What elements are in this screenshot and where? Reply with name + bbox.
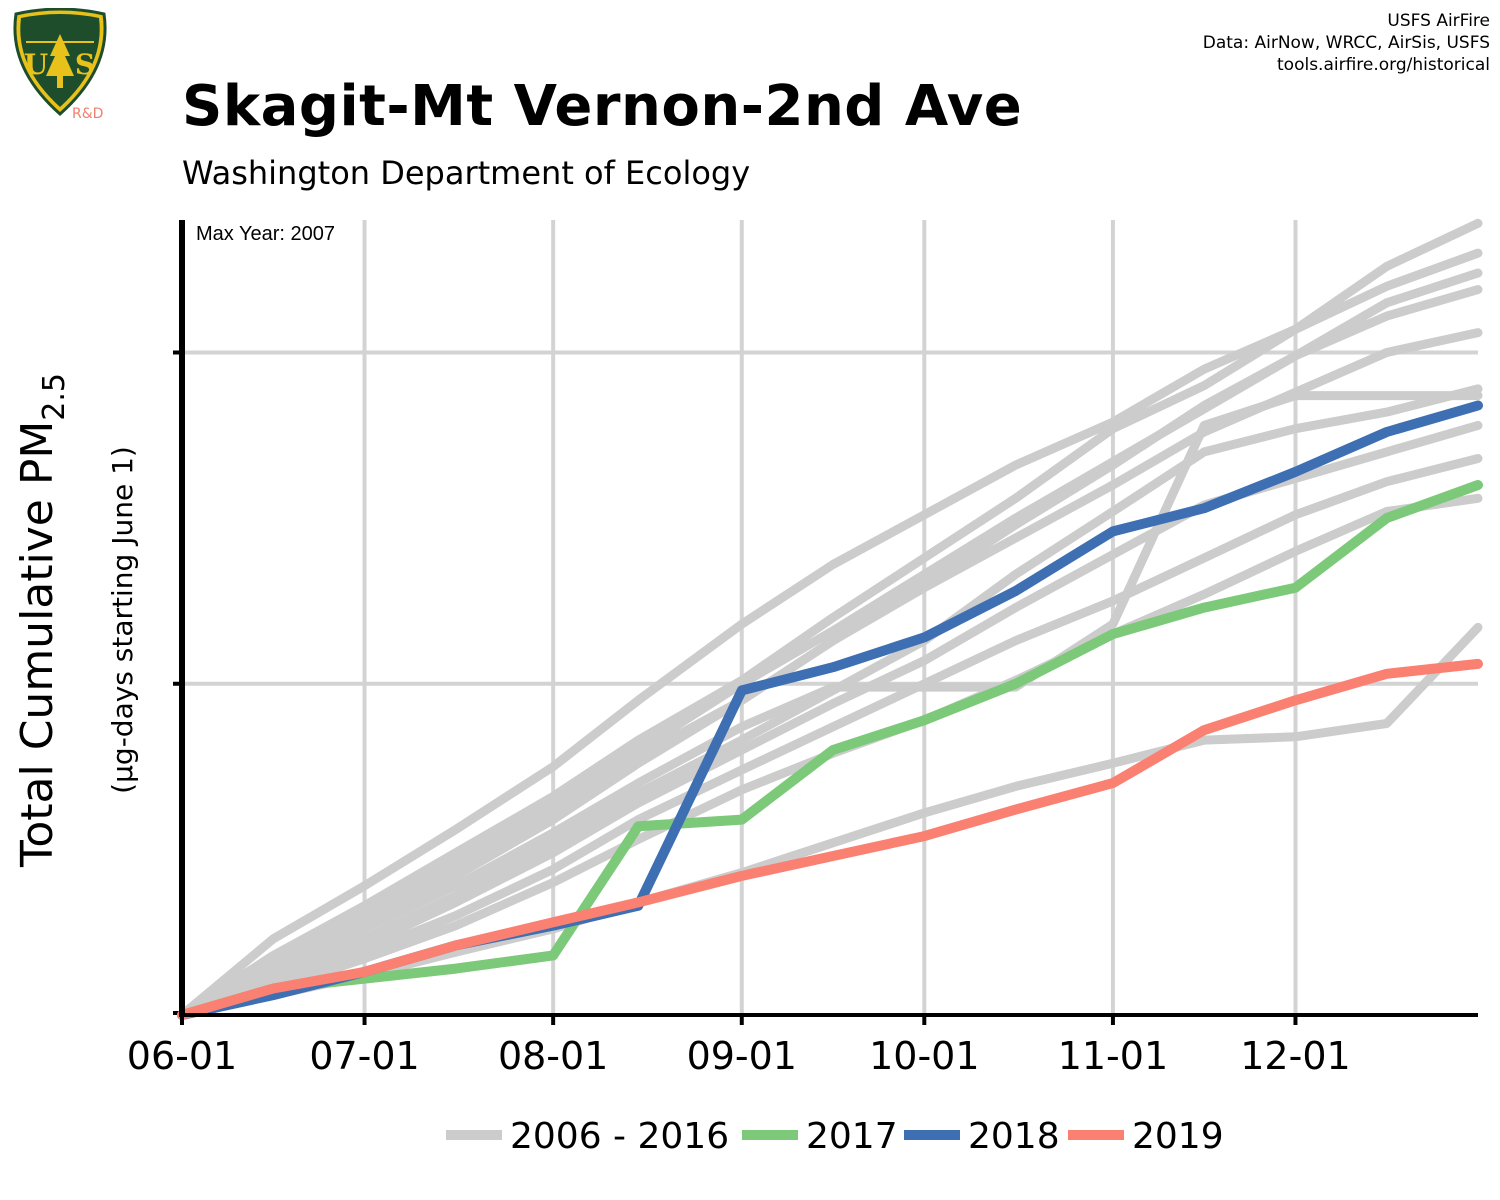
tree-icon xyxy=(46,34,74,88)
logo-tag: R&D xyxy=(72,106,103,120)
legend-label: 2017 xyxy=(806,1116,898,1157)
y-axis-label-subscript: 2.5 xyxy=(37,373,72,421)
y-axis-label: Total Cumulative PM2.5 xyxy=(12,373,72,868)
legend: 2006 - 2016 2017 2018 2019 xyxy=(446,1116,1224,1157)
series-line-2019 xyxy=(177,658,1483,1020)
x-tick-label: 08-01 xyxy=(498,1034,608,1078)
legend-label: 2019 xyxy=(1132,1116,1224,1157)
x-tick-label: 12-01 xyxy=(1240,1034,1350,1078)
legend-label: 2018 xyxy=(968,1116,1060,1157)
historical-series-line xyxy=(177,454,1483,1020)
x-tick-label: 10-01 xyxy=(869,1034,979,1078)
credit-line: Data: AirNow, WRCC, AirSis, USFS xyxy=(1202,33,1490,53)
historical-series-line xyxy=(177,384,1483,1020)
svg-text:S: S xyxy=(75,48,95,81)
axes xyxy=(179,220,1478,1017)
historical-lines xyxy=(177,218,1483,1020)
x-tick-label: 09-01 xyxy=(687,1034,797,1078)
max-year-annotation: Max Year: 2007 xyxy=(196,223,335,245)
historical-series-line xyxy=(177,248,1483,1020)
historical-series-line xyxy=(177,218,1483,1020)
series-line-2017 xyxy=(177,480,1483,1020)
chart-subtitle: Washington Department of Ecology xyxy=(182,154,751,192)
x-ticks: 06-01 07-01 08-01 09-01 10-01 11-01 12-01 xyxy=(127,1015,1351,1078)
y-axis-sublabel: (µg-days starting June 1) xyxy=(106,446,139,794)
x-tick-label: 11-01 xyxy=(1058,1034,1168,1078)
credit-line: tools.airfire.org/historical xyxy=(1277,55,1490,75)
credits: USFS AirFire Data: AirNow, WRCC, AirSis,… xyxy=(1203,10,1490,76)
year-lines xyxy=(177,400,1483,1020)
legend-label: 2006 - 2016 xyxy=(510,1116,729,1157)
x-tick-label: 06-01 xyxy=(127,1034,237,1078)
credit-line: USFS AirFire xyxy=(1387,11,1490,31)
y-axis-label-main: Total Cumulative PM xyxy=(12,421,63,868)
chart-title: Skagit-Mt Vernon-2nd Ave xyxy=(182,74,1023,139)
forest-service-logo: U S R&D xyxy=(13,8,107,120)
svg-text:U: U xyxy=(24,48,48,81)
x-tick-label: 07-01 xyxy=(309,1034,419,1078)
